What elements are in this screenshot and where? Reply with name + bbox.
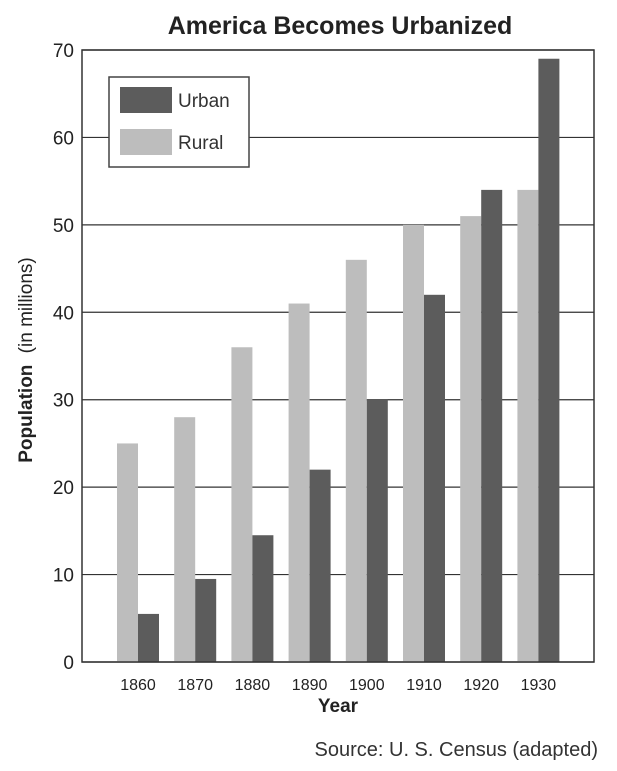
y-axis-label-main: Population bbox=[16, 365, 37, 463]
y-tick-label-30: 30 bbox=[53, 391, 74, 412]
bars bbox=[117, 58, 560, 662]
bar-urban-1860 bbox=[138, 613, 159, 662]
bar-urban-1910 bbox=[424, 294, 445, 662]
bar-rural-1880 bbox=[231, 347, 253, 662]
bar-urban-1930 bbox=[538, 58, 560, 662]
legend: Urban Rural bbox=[108, 76, 250, 168]
x-tick-label-1880: 1880 bbox=[235, 677, 271, 694]
bar-rural-1920 bbox=[460, 216, 482, 662]
y-tick-label-70: 70 bbox=[53, 41, 74, 62]
bar-rural-1870 bbox=[174, 417, 196, 662]
chart-title: America Becomes Urbanized bbox=[168, 12, 513, 40]
svg-text:Population (in millions): Population (in millions) bbox=[16, 257, 37, 463]
x-tick-label-1890: 1890 bbox=[292, 677, 328, 694]
x-tick-label-1900: 1900 bbox=[349, 677, 385, 694]
bar-rural-1930 bbox=[517, 189, 539, 662]
bar-rural-1900 bbox=[345, 259, 367, 662]
legend-swatch-urban bbox=[120, 87, 172, 113]
y-tick-label-60: 60 bbox=[53, 128, 74, 149]
y-tick-label-0: 0 bbox=[63, 653, 74, 674]
x-tick-label-1870: 1870 bbox=[177, 677, 213, 694]
x-tick-label-1930: 1930 bbox=[521, 677, 557, 694]
bar-rural-1910 bbox=[403, 224, 424, 662]
y-tick-labels: 0 10 20 30 40 50 60 70 bbox=[53, 41, 74, 674]
bar-rural-1890 bbox=[288, 303, 310, 662]
x-tick-label-1920: 1920 bbox=[463, 677, 499, 694]
bar-urban-1870 bbox=[195, 578, 217, 662]
x-tick-labels: 1860 1870 1880 1890 1900 1910 1920 1930 bbox=[120, 677, 556, 694]
bar-urban-1890 bbox=[309, 469, 331, 662]
y-tick-label-20: 20 bbox=[53, 478, 74, 499]
y-tick-label-50: 50 bbox=[53, 216, 74, 237]
y-axis-label: Population (in millions) bbox=[16, 257, 37, 463]
legend-label-urban: Urban bbox=[178, 91, 230, 112]
legend-label-rural: Rural bbox=[178, 133, 223, 154]
y-tick-label-10: 10 bbox=[53, 566, 74, 587]
y-axis-label-sub: (in millions) bbox=[16, 257, 37, 353]
bar-urban-1920 bbox=[481, 189, 503, 662]
bar-rural-1860 bbox=[117, 443, 138, 662]
x-tick-label-1910: 1910 bbox=[406, 677, 442, 694]
x-tick-label-1860: 1860 bbox=[120, 677, 156, 694]
y-tick-label-40: 40 bbox=[53, 303, 74, 324]
bar-urban-1900 bbox=[366, 399, 388, 662]
x-axis-label: Year bbox=[318, 696, 359, 717]
source-note: Source: U. S. Census (adapted) bbox=[315, 739, 598, 761]
plot-frame bbox=[81, 49, 595, 663]
legend-swatch-rural bbox=[120, 129, 172, 155]
bar-urban-1880 bbox=[252, 535, 274, 662]
